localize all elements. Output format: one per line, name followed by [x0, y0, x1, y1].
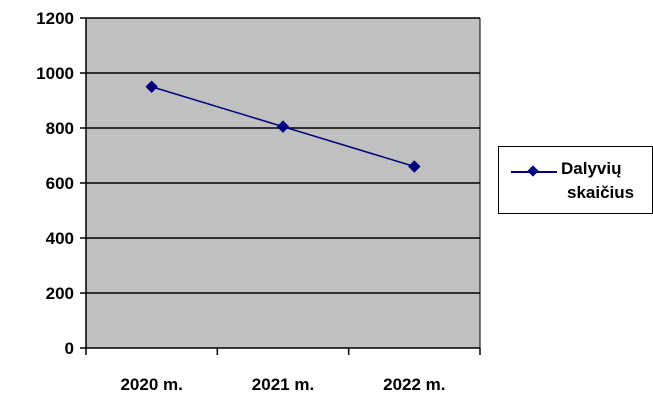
y-tick-label: 1000	[36, 64, 74, 83]
y-tick-label: 200	[46, 284, 74, 303]
data-point-marker	[145, 80, 158, 93]
data-point-marker	[276, 120, 290, 133]
legend-diamond-marker	[527, 165, 539, 177]
axes	[85, 17, 481, 355]
y-tick-label: 600	[46, 174, 74, 193]
y-tick-label: 800	[46, 119, 74, 138]
x-tick-label: 2021 m.	[252, 375, 314, 394]
series	[145, 80, 421, 173]
legend-label-line2: skaičius	[567, 183, 635, 202]
y-tick-label: 1200	[36, 9, 74, 28]
legend-label: Dalyvių skaičius	[561, 157, 653, 205]
legend: Dalyvių skaičius	[498, 146, 653, 214]
legend-label-line1: Dalyvių	[561, 159, 622, 178]
x-tick-label: 2020 m.	[120, 375, 182, 394]
x-tick-labels: 2020 m. 2021 m. 2022 m.	[120, 375, 445, 394]
y-tick-label: 400	[46, 229, 74, 248]
data-point-marker	[408, 160, 421, 173]
y-tick-labels: 0 200 400 600 800 1000 1200	[36, 9, 74, 358]
y-tick-label: 0	[65, 339, 74, 358]
x-tick-label: 2022 m.	[383, 375, 445, 394]
